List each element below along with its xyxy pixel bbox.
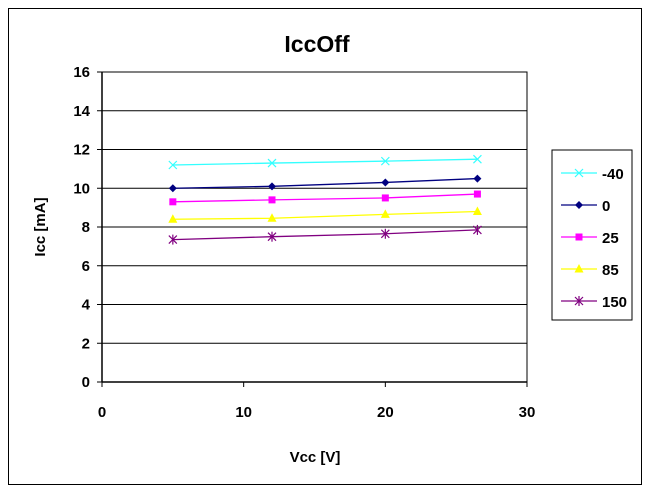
data-point-marker: [268, 182, 276, 191]
data-point-marker: [473, 174, 482, 183]
series-line: [172, 229, 478, 241]
data-point-marker: [472, 206, 482, 215]
data-point-marker: [169, 198, 177, 206]
data-point-marker: [168, 214, 178, 223]
legend-item: 150: [561, 294, 627, 311]
data-point-marker: [168, 160, 178, 170]
data-point-marker: [472, 224, 482, 235]
data-point-marker: [381, 194, 389, 202]
x-axis-label: Vcc [V]: [290, 449, 341, 466]
data-point-marker: [267, 158, 277, 168]
y-axis-label: Icc [mA]: [32, 197, 49, 256]
data-point-marker: [574, 168, 584, 178]
y-tick-label: 12: [73, 142, 90, 159]
data-point-marker: [574, 264, 584, 273]
series-line: [172, 193, 478, 203]
y-tick-label: 8: [82, 219, 90, 236]
data-point-marker: [575, 233, 583, 241]
legend-label: 150: [602, 294, 627, 311]
data-point-marker: [267, 231, 277, 242]
series-85: [168, 206, 482, 223]
x-tick-label: 20: [377, 404, 394, 421]
legend-item: 85: [561, 262, 619, 279]
y-tick-label: 10: [73, 180, 90, 197]
y-tick-label: 2: [82, 335, 90, 352]
series-0: [168, 174, 482, 193]
series-25: [169, 190, 481, 206]
data-point-marker: [574, 296, 584, 306]
legend: -40 0 25 85 150: [551, 149, 633, 321]
x-axis-ticks: 0 10 20 30: [98, 382, 536, 421]
data-point-marker: [381, 178, 390, 187]
series-line: [172, 177, 478, 189]
legend-item: -40: [561, 166, 624, 183]
data-point-marker: [268, 196, 276, 204]
legend-box: [551, 149, 633, 321]
y-tick-label: 14: [73, 103, 90, 120]
y-tick-label: 16: [73, 64, 90, 81]
series--40: [168, 154, 482, 170]
chart-title: IccOff: [284, 31, 350, 57]
x-tick-label: 10: [235, 404, 252, 421]
data-point-marker: [472, 154, 482, 164]
data-point-marker: [473, 190, 481, 198]
x-tick-label: 0: [98, 404, 106, 421]
legend-label: 25: [602, 230, 619, 247]
y-axis-ticks: 0 2 4 6 8 10 12 14 16: [73, 64, 102, 391]
series-line: [172, 210, 478, 220]
data-point-marker: [380, 209, 390, 218]
series-150: [168, 224, 482, 245]
legend-item: 25: [561, 230, 619, 247]
series-line: [172, 158, 478, 166]
legend-label: 0: [602, 198, 610, 215]
x-tick-label: 30: [519, 404, 536, 421]
data-point-marker: [380, 228, 390, 239]
legend-item: 0: [561, 198, 610, 215]
data-point-marker: [267, 213, 277, 222]
y-tick-label: 0: [82, 374, 90, 391]
data-point-marker: [380, 156, 390, 166]
y-tick-label: 6: [82, 258, 90, 275]
legend-label: -40: [602, 166, 624, 183]
data-point-marker: [575, 201, 583, 209]
data-point-marker: [168, 234, 178, 245]
y-tick-label: 4: [82, 297, 91, 314]
series-lines: [168, 154, 482, 245]
legend-label: 85: [602, 262, 619, 279]
data-point-marker: [168, 184, 177, 193]
